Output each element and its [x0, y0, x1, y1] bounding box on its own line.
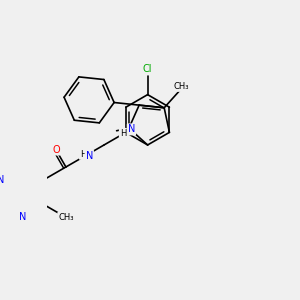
Text: H: H — [120, 129, 126, 138]
Text: Cl: Cl — [143, 64, 152, 74]
Text: CH₃: CH₃ — [173, 82, 189, 91]
Text: N: N — [128, 124, 135, 134]
Text: H: H — [80, 150, 86, 159]
Text: N: N — [19, 212, 26, 222]
Text: CH₃: CH₃ — [58, 213, 74, 222]
Text: O: O — [52, 145, 60, 154]
Text: N: N — [85, 151, 93, 161]
Text: N: N — [0, 175, 4, 184]
